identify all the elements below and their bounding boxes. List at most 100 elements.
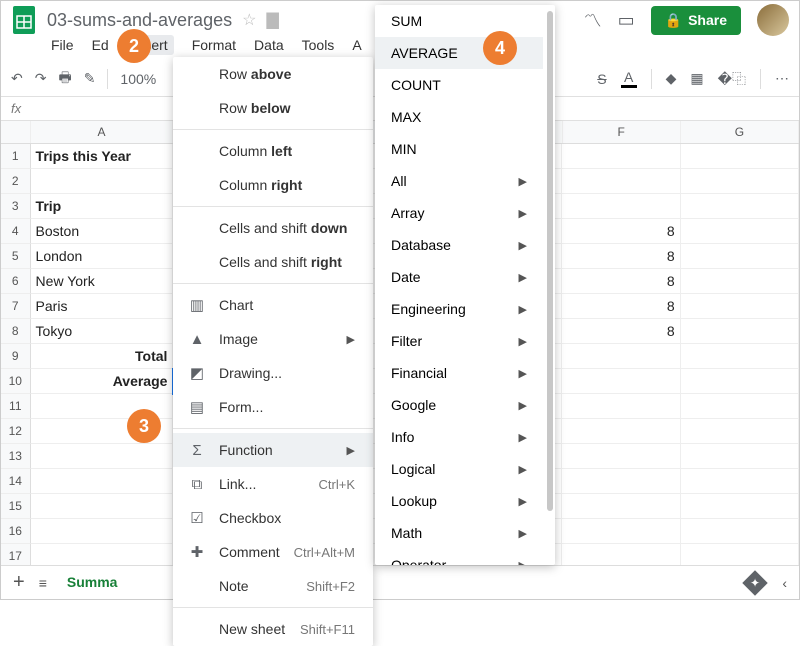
cell[interactable]: Total xyxy=(31,344,174,369)
row-header[interactable]: 4 xyxy=(1,219,31,244)
cell[interactable] xyxy=(681,394,799,419)
cell[interactable] xyxy=(681,419,799,444)
function-menu-item[interactable]: Financial▶ xyxy=(375,357,543,389)
function-menu-item[interactable]: Logical▶ xyxy=(375,453,543,485)
row-header[interactable]: 2 xyxy=(1,169,31,194)
share-button[interactable]: 🔒 Share xyxy=(651,6,741,35)
all-sheets-icon[interactable]: ≡ xyxy=(39,575,47,591)
cell[interactable]: Tokyo xyxy=(31,319,174,344)
cell[interactable] xyxy=(562,394,680,419)
cell[interactable] xyxy=(681,469,799,494)
move-folder-icon[interactable]: ▇ xyxy=(266,10,278,30)
menu-item[interactable]: Row above xyxy=(173,57,373,91)
function-menu-item[interactable]: Filter▶ xyxy=(375,325,543,357)
menu-data[interactable]: Data xyxy=(254,37,284,53)
cell[interactable] xyxy=(562,169,680,194)
cell[interactable] xyxy=(562,369,680,394)
row-header[interactable]: 13 xyxy=(1,444,31,469)
cell[interactable] xyxy=(31,519,174,544)
menu-item[interactable]: ☑Checkbox xyxy=(173,501,373,535)
borders-icon[interactable]: ▦ xyxy=(690,70,703,87)
more-toolbar-icon[interactable]: ⋯ xyxy=(775,70,789,87)
function-menu-item[interactable]: Engineering▶ xyxy=(375,293,543,325)
explore-icon[interactable]: ✦ xyxy=(743,570,768,595)
zoom-level[interactable]: 100% xyxy=(120,71,156,87)
cell[interactable] xyxy=(562,419,680,444)
cell[interactable] xyxy=(681,344,799,369)
menu-file[interactable]: File xyxy=(51,37,74,53)
menu-item[interactable]: Cells and shift right xyxy=(173,245,373,279)
row-header[interactable]: 3 xyxy=(1,194,31,219)
menu-ed[interactable]: Ed xyxy=(92,37,109,53)
col-header-F[interactable]: F xyxy=(563,121,681,143)
cell[interactable] xyxy=(681,144,799,169)
function-menu-item[interactable]: MIN xyxy=(375,133,543,165)
menu-item[interactable]: Column right xyxy=(173,168,373,202)
cell[interactable]: Average xyxy=(31,369,174,394)
row-header[interactable]: 14 xyxy=(1,469,31,494)
menu-item[interactable]: ▥Chart xyxy=(173,288,373,322)
cell[interactable] xyxy=(681,269,799,294)
cell[interactable]: London xyxy=(31,244,174,269)
cell[interactable] xyxy=(681,544,799,565)
print-icon[interactable]: 🖶 xyxy=(58,67,71,91)
cell[interactable] xyxy=(681,444,799,469)
cell[interactable] xyxy=(31,544,174,565)
cell[interactable] xyxy=(562,519,680,544)
cell[interactable] xyxy=(562,469,680,494)
cell[interactable]: Trip xyxy=(31,194,174,219)
cell[interactable] xyxy=(681,369,799,394)
row-header[interactable]: 9 xyxy=(1,344,31,369)
row-header[interactable]: 15 xyxy=(1,494,31,519)
cell[interactable] xyxy=(681,319,799,344)
cell[interactable]: 8 xyxy=(562,319,680,344)
trend-icon[interactable]: 〽 xyxy=(584,7,602,33)
cell[interactable] xyxy=(681,219,799,244)
scroll-left-icon[interactable]: ‹ xyxy=(782,575,787,591)
paint-format-icon[interactable]: ✎ xyxy=(84,70,96,87)
row-header[interactable]: 11 xyxy=(1,394,31,419)
function-menu-item[interactable]: COUNT xyxy=(375,69,543,101)
function-menu-item[interactable]: Google▶ xyxy=(375,389,543,421)
col-header-G[interactable]: G xyxy=(681,121,799,143)
cell[interactable] xyxy=(31,494,174,519)
row-header[interactable]: 17 xyxy=(1,544,31,565)
col-header-A[interactable]: A xyxy=(31,121,174,143)
add-sheet-icon[interactable]: + xyxy=(13,571,25,594)
menu-item[interactable]: ▲Image▶ xyxy=(173,322,373,356)
redo-icon[interactable]: ↷ xyxy=(35,70,47,87)
function-menu-item[interactable]: Database▶ xyxy=(375,229,543,261)
cell[interactable] xyxy=(31,469,174,494)
cell[interactable]: 8 xyxy=(562,294,680,319)
cell[interactable] xyxy=(681,244,799,269)
menu-item[interactable]: Column left xyxy=(173,134,373,168)
cell[interactable] xyxy=(562,194,680,219)
text-color-icon[interactable]: A xyxy=(621,70,637,88)
menu-item[interactable]: ΣFunction▶ xyxy=(173,433,373,467)
undo-icon[interactable]: ↶ xyxy=(11,70,23,87)
menu-item[interactable]: ⧉Link...Ctrl+K xyxy=(173,467,373,501)
function-menu-item[interactable]: All▶ xyxy=(375,165,543,197)
sheets-logo-icon[interactable] xyxy=(11,3,37,37)
function-menu-item[interactable]: Array▶ xyxy=(375,197,543,229)
cell[interactable] xyxy=(681,194,799,219)
menu-item[interactable]: New sheetShift+F11 xyxy=(173,612,373,646)
cell[interactable] xyxy=(681,494,799,519)
function-menu-item[interactable]: Math▶ xyxy=(375,517,543,549)
function-menu-item[interactable]: MAX xyxy=(375,101,543,133)
function-menu-item[interactable]: Lookup▶ xyxy=(375,485,543,517)
menu-tools[interactable]: Tools xyxy=(302,37,335,53)
cell[interactable] xyxy=(681,519,799,544)
comments-icon[interactable]: ▭ xyxy=(618,10,635,31)
cell[interactable]: Trips this Year xyxy=(31,144,174,169)
menu-item[interactable]: Row below xyxy=(173,91,373,125)
cell[interactable] xyxy=(681,169,799,194)
menu-item[interactable]: ◩Drawing... xyxy=(173,356,373,390)
cell[interactable]: 8 xyxy=(562,219,680,244)
star-icon[interactable]: ☆ xyxy=(242,10,256,30)
fill-color-icon[interactable]: ◆ xyxy=(666,70,677,87)
function-menu-item[interactable]: SUM xyxy=(375,5,543,37)
sheet-tab-active[interactable]: Summa xyxy=(61,568,124,598)
cell[interactable] xyxy=(681,294,799,319)
merge-cells-icon[interactable]: �⿻ xyxy=(718,69,746,89)
